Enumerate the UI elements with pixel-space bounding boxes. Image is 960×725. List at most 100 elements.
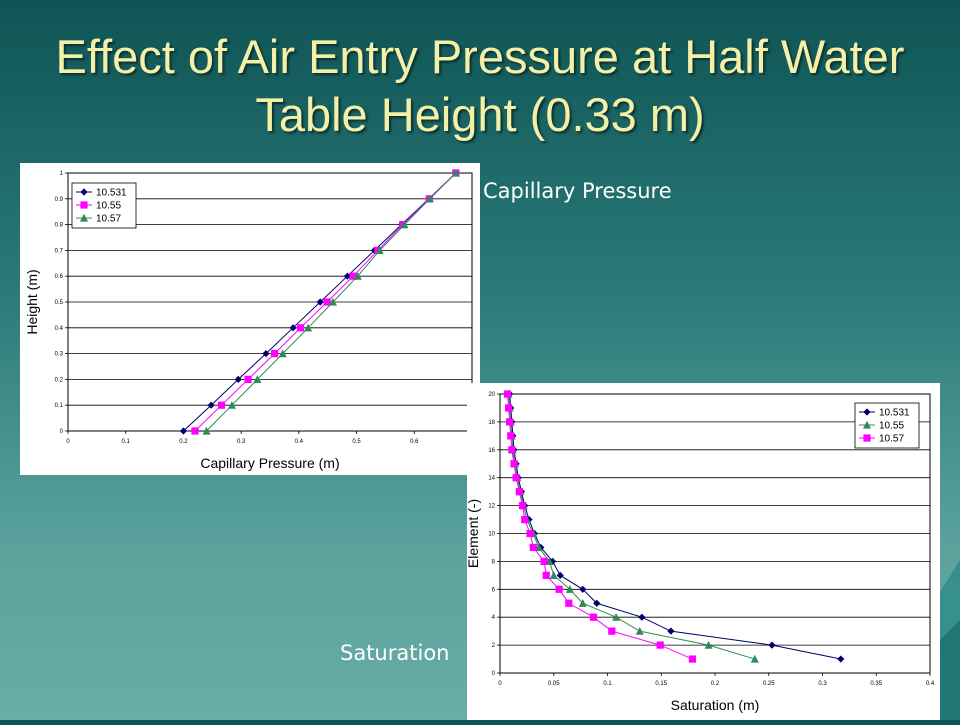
capillary-x-tick-label: 0.1 [122,439,131,445]
saturation-data-point [508,446,516,454]
capillary-data-point [425,194,434,203]
saturation-legend-marker [863,408,871,416]
capillary-y-tick-label: 0.8 [55,223,64,229]
capillary-x-tick-label: 0.5 [352,439,361,445]
saturation-data-point [510,460,518,468]
capillary-legend-label: 10.55 [96,201,121,212]
capillary-y-tick-label: 0.9 [55,197,64,203]
saturation-data-point [549,571,558,579]
capillary-y-tick-label: 0.5 [55,300,64,306]
saturation-data-point [505,404,513,412]
saturation-data-point [565,599,573,607]
saturation-x-axis-label: Saturation (m) [671,697,760,713]
saturation-y-tick-label: 10 [488,532,495,538]
saturation-y-tick-label: 6 [492,587,496,593]
capillary-y-tick-label: 1 [60,171,64,177]
caption-capillary-pressure: Capillary Pressure [483,179,672,203]
saturation-y-tick-label: 12 [488,504,495,510]
saturation-legend-marker [863,434,871,442]
capillary-y-tick-label: 0.1 [55,403,64,409]
saturation-legend-marker [863,420,871,429]
capillary-legend-marker [80,201,88,209]
saturation-data-point [578,599,587,607]
saturation-legend-label: 10.55 [879,421,904,432]
capillary-legend-label: 10.57 [96,214,121,225]
saturation-data-point [704,640,713,649]
capillary-data-point [253,375,262,383]
capillary-data-point [328,297,337,306]
slide-title: Effect of Air Entry Pressure at Half Wat… [55,30,905,141]
saturation-data-point [612,613,621,621]
saturation-y-tick-label: 20 [488,392,495,398]
saturation-data-point [529,543,537,552]
capillary-data-point [227,401,236,409]
saturation-data-point [656,641,664,649]
capillary-data-point [244,375,252,383]
capillary-data-point [323,298,331,306]
saturation-data-point [506,418,514,426]
capillary-data-point [179,427,188,435]
saturation-data-point [521,515,529,524]
capillary-data-point [202,426,211,435]
saturation-legend-label: 10.531 [879,408,910,419]
capillary-data-point [375,246,384,254]
saturation-x-tick-label: 0.15 [655,681,667,687]
saturation-x-tick-label: 0.05 [548,681,560,687]
capillary-x-tick-label: 0.2 [179,439,188,445]
capillary-y-axis-label: Height (m) [24,269,40,334]
capillary-legend-marker [80,188,88,196]
capillary-data-point [353,272,362,280]
saturation-chart: 0 2 4 6 8 10 12 14 16 18 20 0 0.05 0.1 0.15 0.2 0.25 0.3 0… [465,389,935,713]
saturation-data-point [507,432,515,440]
saturation-x-tick-label: 0.2 [711,681,720,687]
capillary-x-axis-label: Capillary Pressure (m) [200,455,339,471]
saturation-y-tick-label: 14 [488,476,495,482]
capillary-data-point [316,298,324,306]
capillary-y-tick-label: 0.3 [55,352,64,358]
saturation-data-point [593,599,601,607]
saturation-y-axis-label: Element (-) [467,499,481,568]
saturation-data-point [518,502,527,510]
saturation-y-tick-label: 18 [488,420,495,426]
capillary-data-point [278,349,287,358]
capillary-data-point [296,324,305,332]
saturation-data-point [589,613,598,621]
saturation-x-tick-label: 0.35 [870,681,882,687]
saturation-x-tick-label: 0.4 [926,681,935,687]
capillary-pressure-chart: 0 0.1 0.2 0.3 0.4 0.5 0.6 0.7 0.8 0.9 1 0 0.1 0.2 0.3 0… [24,168,477,471]
capillary-data-point [289,324,297,332]
capillary-y-tick-label: 0.4 [55,326,64,332]
capillary-x-tick-label: 0.6 [410,439,419,445]
saturation-data-point [837,655,845,663]
saturation-y-tick-label: 16 [488,448,495,454]
saturation-data-point [750,654,759,663]
capillary-x-tick-label: 0.4 [295,439,304,445]
capillary-data-point [217,401,226,409]
capillary-y-tick-label: 0.6 [55,274,64,280]
capillary-data-point [271,350,279,358]
capillary-x-tick-label: 0 [66,439,70,445]
saturation-data-point [608,627,616,635]
saturation-data-point [503,390,512,398]
saturation-data-point [565,585,574,593]
saturation-chart-container: 0 2 4 6 8 10 12 14 16 18 20 0 0.05 0.1 0.15 0.2 0.25 0.3 0… [465,383,940,720]
capillary-chart-container: 0 0.1 0.2 0.3 0.4 0.5 0.6 0.7 0.8 0.9 1 0 0.1 0.2 0.3 0… [20,163,480,475]
saturation-x-tick-label: 0.3 [818,681,827,687]
capillary-data-point [349,272,357,280]
capillary-data-point [451,168,460,177]
saturation-data-point [688,655,697,663]
saturation-data-point [526,529,534,538]
saturation-y-tick-label: 2 [492,643,496,649]
saturation-legend-label: 10.57 [879,434,904,445]
saturation-x-tick-label: 0.1 [603,681,612,687]
caption-saturation: Saturation [340,641,450,665]
saturation-x-tick-label: 0 [498,681,502,687]
saturation-data-point [635,626,644,635]
saturation-data-point [515,488,523,496]
capillary-data-point [207,401,215,409]
capillary-y-tick-label: 0.2 [55,377,64,383]
capillary-data-point [191,427,199,435]
capillary-legend-marker [80,213,88,222]
saturation-x-tick-label: 0.25 [763,681,775,687]
saturation-y-tick-label: 0 [492,671,496,677]
